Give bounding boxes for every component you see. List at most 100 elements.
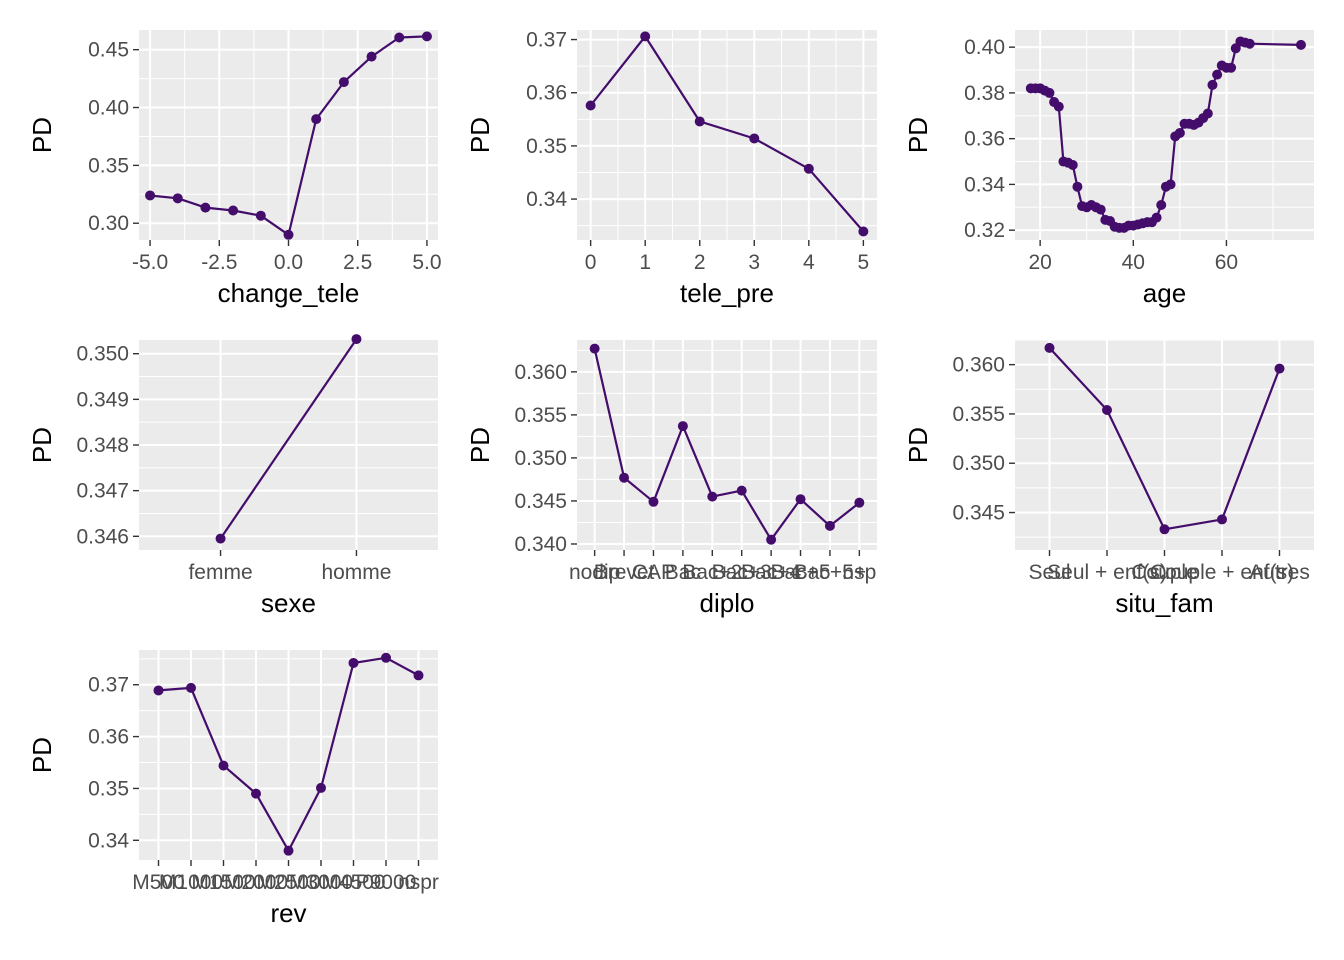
- y-axis-title: PD: [27, 427, 57, 463]
- y-tick-label: 0.349: [76, 388, 129, 411]
- pd-data-point: [186, 682, 196, 693]
- pd-data-point: [707, 491, 718, 502]
- pd-data-point: [200, 202, 211, 213]
- x-tick-label: 40: [1122, 251, 1145, 274]
- pd-data-point: [1044, 342, 1055, 353]
- pd-panel-rev: 0.34 0.35 0.36 0.37 M500M1000M1500M2000M2500…: [27, 650, 439, 928]
- y-tick-label: 0.32: [964, 219, 1005, 242]
- pd-data-point: [694, 116, 705, 127]
- pd-data-point: [366, 51, 377, 62]
- y-tick-label: 0.34: [526, 188, 567, 211]
- x-tick-label: M1500: [191, 871, 255, 894]
- x-tick-label: Seul: [1028, 561, 1070, 584]
- pd-data-point: [648, 496, 659, 507]
- y-tick-label: 0.34: [88, 829, 129, 852]
- pd-data-point: [854, 497, 865, 508]
- pd-data-point: [1044, 87, 1055, 98]
- y-axis-title: PD: [903, 427, 933, 463]
- y-tick-label: 0.38: [964, 82, 1005, 105]
- pd-series-line: [593, 348, 861, 541]
- pd-data-point: [1295, 39, 1306, 50]
- pd-data-point: [1165, 179, 1176, 190]
- pd-data-point: [348, 657, 359, 668]
- y-tick-label: 0.36: [526, 82, 567, 105]
- pd-data-point: [381, 652, 391, 663]
- pd-data-point: [640, 31, 651, 42]
- y-tick-label: 0.355: [952, 403, 1005, 426]
- pd-data-point: [228, 205, 239, 216]
- y-tick-label: 0.37: [526, 29, 567, 52]
- pd-panel-change-tele: 0.30 0.35 0.40 0.45 -5.0 -2.5 0.0 2.5 5.0 change_…: [27, 30, 442, 308]
- y-tick-label: 0.350: [952, 452, 1005, 475]
- pd-data-point: [803, 163, 814, 174]
- x-tick-label: M1000: [159, 871, 223, 894]
- panel-background: [577, 340, 877, 550]
- y-tick-label: 0.34: [964, 173, 1005, 196]
- pd-data-point: [795, 494, 806, 505]
- pd-data-point: [1095, 204, 1106, 215]
- y-tick-label: 0.45: [88, 39, 129, 62]
- y-tick-label: 0.360: [952, 354, 1005, 377]
- x-tick-label: -5.0: [132, 251, 168, 274]
- x-tick-label: Bac+3: [712, 561, 772, 584]
- x-tick-label: 5: [858, 251, 870, 274]
- x-tick-label: 2: [694, 251, 706, 274]
- pd-data-point: [749, 133, 760, 144]
- pd-data-point: [351, 334, 362, 345]
- pd-data-point: [283, 845, 294, 856]
- y-tick-label: 0.35: [88, 154, 129, 177]
- pd-data-point: [316, 782, 326, 793]
- x-tick-label: 0.0: [274, 251, 303, 274]
- x-axis-title: age: [1143, 278, 1186, 308]
- pd-data-point: [172, 193, 183, 204]
- x-tick-label: M500: [132, 871, 185, 894]
- pd-data-point: [394, 32, 405, 43]
- y-tick-label: 0.350: [514, 447, 567, 470]
- x-tick-label: Bac+2: [682, 561, 742, 584]
- pd-data-point: [283, 229, 294, 240]
- y-tick-label: 0.35: [526, 135, 567, 158]
- y-tick-label: 0.340: [514, 533, 567, 556]
- pd-data-point: [1159, 524, 1170, 535]
- pd-data-point: [1072, 181, 1083, 192]
- pd-data-point: [1102, 405, 1112, 415]
- x-tick-label: 4: [803, 251, 815, 274]
- x-tick-label: nodip: [569, 561, 620, 584]
- x-tick-label: 5.0: [412, 251, 441, 274]
- y-tick-label: 0.360: [514, 361, 567, 384]
- x-tick-label: Seul + enf(s): [1047, 561, 1167, 584]
- x-tick-label: 2.5: [343, 251, 372, 274]
- x-tick-label: Couple + enf(s): [1150, 561, 1294, 584]
- pd-data-point: [251, 788, 261, 799]
- y-tick-label: 0.36: [964, 128, 1005, 151]
- y-tick-label: 0.37: [88, 674, 129, 697]
- pd-data-point: [619, 472, 630, 483]
- x-axis-title: situ_fam: [1115, 588, 1213, 618]
- x-tick-label: Bac+5+: [794, 561, 866, 584]
- x-axis-title: tele_pre: [680, 278, 774, 308]
- pd-data-point: [585, 100, 596, 111]
- pd-data-point: [1174, 127, 1185, 138]
- pd-series-line: [589, 35, 865, 233]
- pd-data-point: [153, 685, 164, 696]
- x-tick-label: 1: [639, 251, 651, 274]
- y-tick-label: 0.36: [88, 726, 129, 749]
- y-axis-title: PD: [465, 117, 495, 153]
- pd-data-point: [1274, 363, 1285, 374]
- x-tick-label: femme: [188, 561, 252, 584]
- pd-data-point: [766, 534, 777, 545]
- x-axis-title: rev: [270, 898, 306, 928]
- x-tick-label: Bac+5: [770, 561, 830, 584]
- x-tick-label: CAP: [632, 561, 675, 584]
- x-tick-label: M2500: [256, 871, 320, 894]
- x-tick-label: Brevet: [594, 561, 655, 584]
- y-tick-label: 0.30: [88, 212, 129, 235]
- pd-data-point: [1217, 514, 1227, 525]
- x-tick-label: nspr: [398, 871, 439, 894]
- x-tick-label: Bac+4: [741, 561, 801, 584]
- pd-data-point: [1226, 62, 1237, 73]
- pd-data-point: [421, 31, 432, 42]
- pd-panel-age: 0.32 0.34 0.36 0.38 0.40 20 40 60 age PD: [903, 30, 1314, 308]
